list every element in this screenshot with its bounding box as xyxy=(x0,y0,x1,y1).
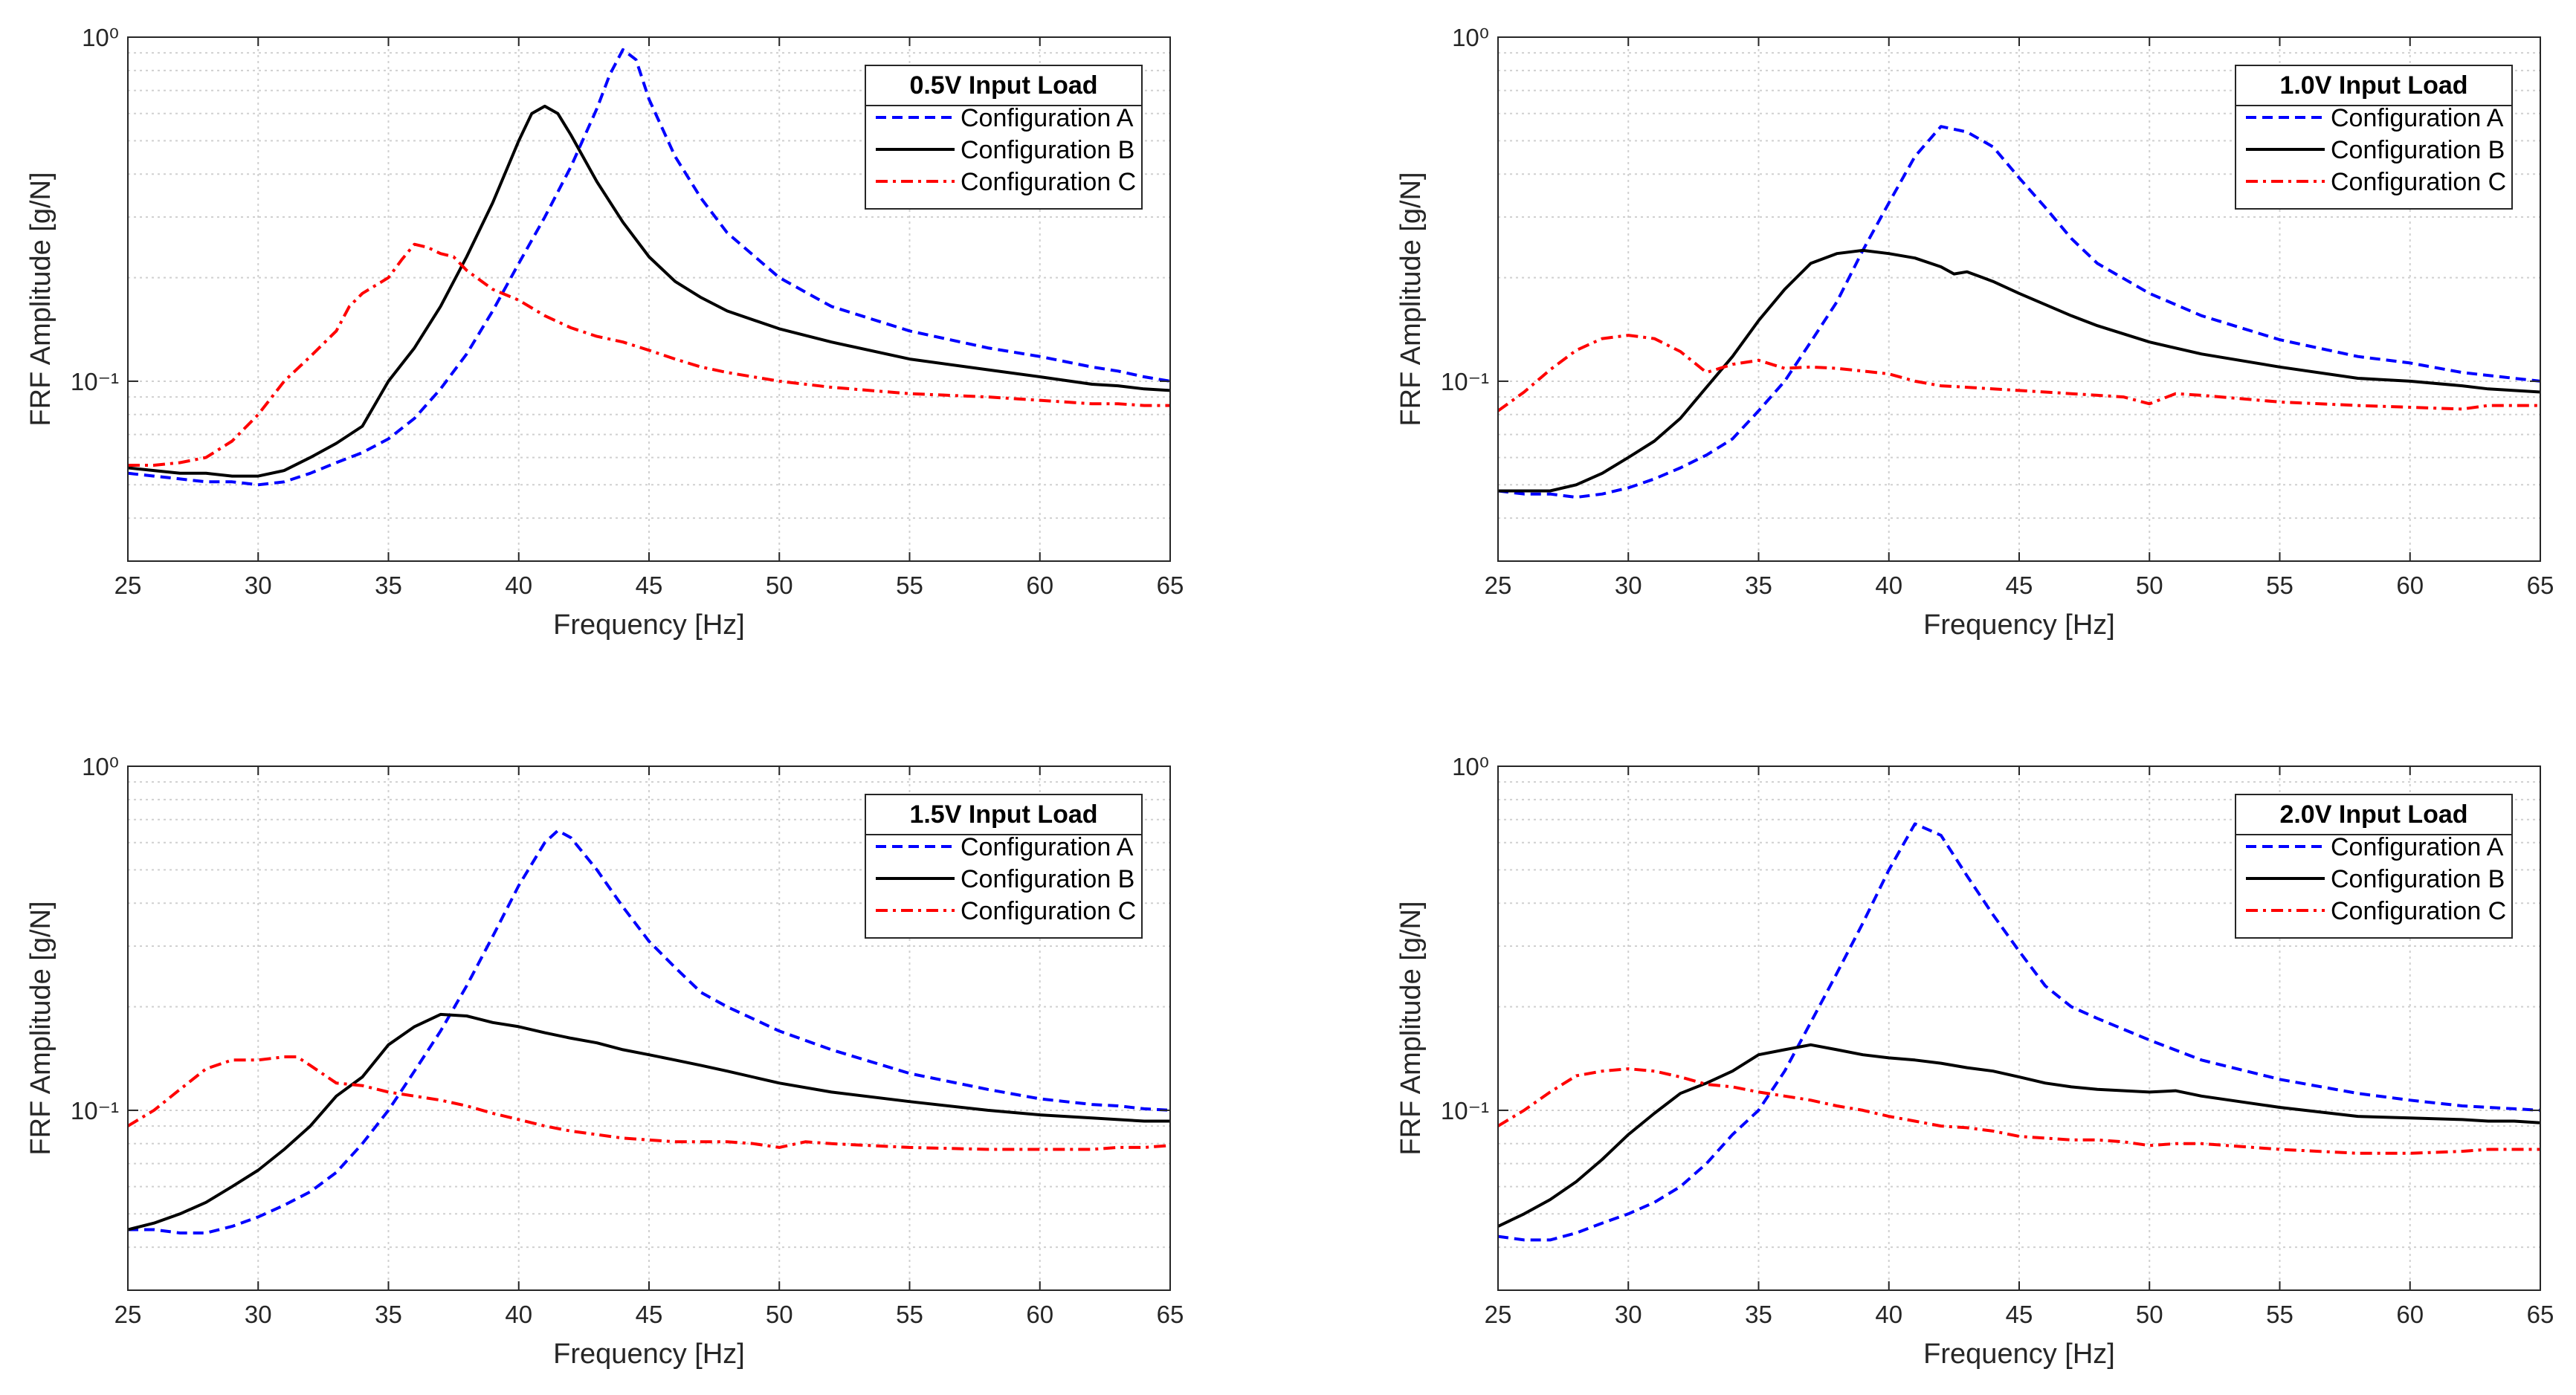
y-tick-label: 10⁰ xyxy=(82,753,119,780)
x-axis-label: Frequency [Hz] xyxy=(1923,609,2115,641)
x-tick-label: 35 xyxy=(1745,572,1772,599)
x-tick-label: 60 xyxy=(1026,1301,1053,1328)
x-tick-label: 25 xyxy=(1485,572,1512,599)
x-tick-label: 65 xyxy=(2527,572,2554,599)
x-tick-label: 45 xyxy=(636,1301,663,1328)
x-tick-label: 60 xyxy=(2396,1301,2424,1328)
legend: 2.0V Input Load Configuration A Configurat… xyxy=(2235,794,2513,939)
y-tick-label: 10⁻¹ xyxy=(1441,368,1489,395)
y-tick-label: 10⁰ xyxy=(1452,753,1489,780)
legend-box xyxy=(865,794,1143,939)
legend-label-config-a: Configuration A xyxy=(2331,833,2504,861)
y-tick-label: 10⁰ xyxy=(1452,24,1489,51)
legend: 0.5V Input Load Configuration A Configurat… xyxy=(865,65,1143,210)
series-line-config-a xyxy=(1498,125,2540,499)
series-line-config-b xyxy=(1498,1043,2540,1228)
series-line-config-b xyxy=(128,1012,1170,1231)
legend: 1.5V Input Load Configuration A Configurat… xyxy=(865,794,1143,939)
chart-1p5v: 25 30 35 40 45 50 55 60 65 10⁻¹ 10⁰ Frequency [Hz] F… xyxy=(25,753,1184,1370)
chart-2p0v: 25 30 35 40 45 50 55 60 65 10⁻¹ 10⁰ Frequency [Hz] F… xyxy=(1395,753,2554,1370)
series-line-config-c xyxy=(1498,334,2540,412)
x-tick-label: 30 xyxy=(1615,1301,1642,1328)
x-tick-label: 55 xyxy=(896,572,923,599)
x-tick-label: 50 xyxy=(2136,572,2163,599)
x-tick-label: 40 xyxy=(1875,1301,1902,1328)
y-tick-label: 10⁰ xyxy=(82,24,119,51)
series-line-config-c xyxy=(128,242,1170,467)
series-line-config-a xyxy=(128,829,1170,1234)
y-axis-label: FRF Amplitude [g/N] xyxy=(25,901,57,1155)
x-tick-label: 55 xyxy=(2266,572,2293,599)
legend: 1.0V Input Load Configuration A Configurat… xyxy=(2235,65,2513,210)
legend-title: 2.0V Input Load xyxy=(2279,800,2467,829)
x-tick-label: 30 xyxy=(245,1301,272,1328)
x-tick-label: 50 xyxy=(766,1301,793,1328)
x-tick-label: 50 xyxy=(766,572,793,599)
series-group xyxy=(1498,125,2540,499)
legend-label-config-c: Configuration C xyxy=(2331,897,2506,925)
legend-title: 0.5V Input Load xyxy=(909,71,1097,100)
y-axis-label: FRF Amplitude [g/N] xyxy=(1395,172,1427,426)
x-tick-label: 55 xyxy=(896,1301,923,1328)
legend-label-config-c: Configuration C xyxy=(2331,168,2506,196)
x-tick-label: 25 xyxy=(114,572,142,599)
legend-box xyxy=(2235,65,2513,210)
chart-0p5v: 25 30 35 40 45 50 55 60 65 10⁻¹ 10⁰ Frequency [Hz] F… xyxy=(25,24,1184,641)
legend-label-config-b: Configuration B xyxy=(2331,865,2505,893)
series-line-config-b xyxy=(1498,248,2540,493)
x-tick-label: 50 xyxy=(2136,1301,2163,1328)
y-tick-label: 10⁻¹ xyxy=(71,1097,119,1124)
x-tick-label: 65 xyxy=(1157,572,1184,599)
x-tick-label: 25 xyxy=(114,1301,142,1328)
y-axis-label: FRF Amplitude [g/N] xyxy=(25,172,57,426)
series-group xyxy=(128,48,1170,487)
x-tick-label: 35 xyxy=(375,572,402,599)
x-tick-label: 40 xyxy=(1875,572,1902,599)
legend-title: 1.0V Input Load xyxy=(2279,71,2467,100)
legend-label-config-a: Configuration A xyxy=(2331,104,2504,132)
x-tick-label: 65 xyxy=(1157,1301,1184,1328)
legend-label-config-a: Configuration A xyxy=(961,104,1134,132)
x-tick-label: 35 xyxy=(1745,1301,1772,1328)
legend-label-config-b: Configuration B xyxy=(961,136,1134,164)
legend-label-config-a: Configuration A xyxy=(961,833,1134,861)
x-axis-label: Frequency [Hz] xyxy=(553,609,745,641)
legend-title: 1.5V Input Load xyxy=(909,800,1097,829)
x-tick-label: 40 xyxy=(505,1301,532,1328)
legend-label-config-c: Configuration C xyxy=(961,168,1136,196)
x-tick-label: 30 xyxy=(1615,572,1642,599)
series-group xyxy=(128,829,1170,1234)
x-tick-label: 65 xyxy=(2527,1301,2554,1328)
series-line-config-a xyxy=(128,48,1170,487)
legend-label-config-c: Configuration C xyxy=(961,897,1136,925)
x-tick-label: 60 xyxy=(1026,572,1053,599)
x-tick-label: 35 xyxy=(375,1301,402,1328)
x-tick-label: 25 xyxy=(1485,1301,1512,1328)
y-axis-label: FRF Amplitude [g/N] xyxy=(1395,901,1427,1155)
x-tick-label: 45 xyxy=(2006,572,2033,599)
series-line-config-b xyxy=(128,104,1170,478)
x-tick-label: 30 xyxy=(245,572,272,599)
legend-box xyxy=(2235,794,2513,939)
x-axis-label: Frequency [Hz] xyxy=(1923,1339,2115,1370)
series-group xyxy=(1498,822,2540,1242)
series-line-config-a xyxy=(1498,822,2540,1242)
legend-label-config-b: Configuration B xyxy=(2331,136,2505,164)
legend-label-config-b: Configuration B xyxy=(961,865,1134,893)
x-tick-label: 55 xyxy=(2266,1301,2293,1328)
series-line-config-c xyxy=(1498,1067,2540,1155)
x-axis-label: Frequency [Hz] xyxy=(553,1339,745,1370)
y-tick-label: 10⁻¹ xyxy=(71,368,119,395)
y-tick-label: 10⁻¹ xyxy=(1441,1097,1489,1124)
x-tick-label: 40 xyxy=(505,572,532,599)
x-tick-label: 45 xyxy=(2006,1301,2033,1328)
x-tick-label: 60 xyxy=(2396,572,2424,599)
x-tick-label: 45 xyxy=(636,572,663,599)
legend-box xyxy=(865,65,1143,210)
series-line-config-c xyxy=(128,1055,1170,1151)
chart-1p0v: 25 30 35 40 45 50 55 60 65 10⁻¹ 10⁰ Frequency [Hz] F… xyxy=(1395,24,2554,641)
